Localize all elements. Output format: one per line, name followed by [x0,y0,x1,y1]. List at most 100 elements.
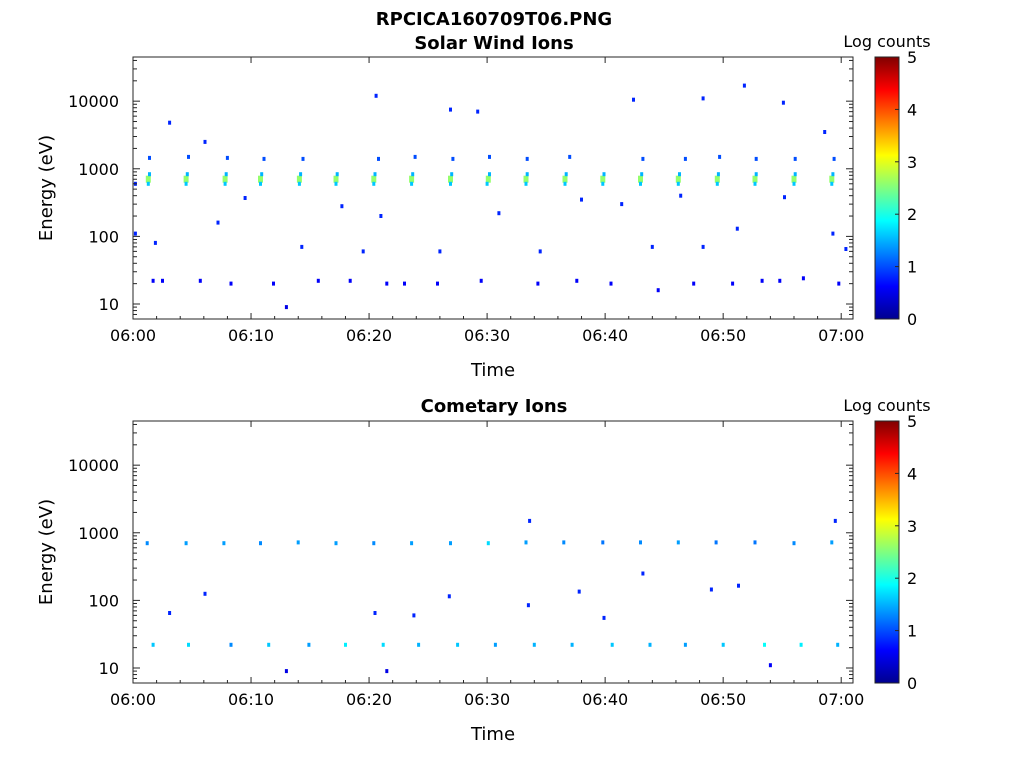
colorbar-tick-label: 3 [907,517,917,536]
heatmap-cell [837,281,841,286]
heatmap-cell [701,244,705,249]
heatmap-cell [638,175,643,183]
x-tick-label: 06:50 [700,326,746,345]
colorbar-tick-label: 3 [907,153,917,172]
heatmap-cell [456,642,460,647]
heatmap-cell [639,181,642,186]
heatmap-cell [334,181,338,186]
heatmap-cell [632,97,635,102]
heatmap-cell [409,175,415,183]
heatmap-cell [793,172,797,177]
heatmap-cell [381,642,385,647]
x-tick-label: 07:00 [818,690,864,709]
heatmap-cell [300,244,304,249]
heatmap-cell [562,175,568,183]
y-tick-label: 100 [88,591,119,610]
heatmap-cell [203,139,207,144]
heatmap-cell [259,541,262,546]
heatmap-cell [600,175,606,183]
heatmap-cell [187,154,190,159]
panel2-title: Cometary Ions [421,396,568,417]
heatmap-cell [262,156,266,161]
heatmap-cell [562,540,566,545]
heatmap-cell [151,278,155,283]
heatmap-cell [168,120,172,125]
heatmap-cell [316,278,320,283]
heatmap-cell [568,154,572,159]
heatmap-cell [296,540,300,545]
x-tick-label: 06:00 [110,690,156,709]
panel1-axes-box [132,56,854,320]
heatmap-cell [639,540,642,545]
panel1-title: Solar Wind Ions [414,33,573,54]
heatmap-cell [760,278,764,283]
heatmap-cell [297,181,301,186]
heatmap-cell [721,642,725,647]
panel1-colorbar-label: Log counts [843,32,930,51]
heatmap-cell [438,249,442,254]
heatmap-cell [145,175,151,183]
heatmap-cell [259,181,262,186]
heatmap-cell [524,540,528,545]
heatmap-cell [450,172,454,177]
heatmap-cell [413,154,417,159]
heatmap-cell [301,156,305,161]
heatmap-cell [379,214,383,218]
heatmap-cell [410,181,414,186]
colorbar-tick-label: 0 [907,674,917,693]
heatmap-cell [538,249,542,254]
heatmap-cell [575,278,579,283]
heatmap-cell [640,172,644,177]
x-tick-label: 06:50 [700,690,746,709]
heatmap-cell [580,197,583,202]
heatmap-cell [133,231,137,236]
panel2-colorbar-label: Log counts [843,396,930,415]
heatmap-cell [620,202,624,207]
heatmap-cell [485,175,491,183]
heatmap-cell [683,642,687,647]
heatmap-cell [449,181,452,186]
heatmap-cell [222,541,226,546]
heatmap-cell [361,249,365,254]
heatmap-cell [146,181,150,186]
heatmap-cell [385,669,389,674]
heatmap-cell [377,156,380,161]
heatmap-cell [754,156,758,161]
heatmap-cell [602,172,606,177]
x-tick-label: 06:20 [346,326,392,345]
heatmap-cell [224,172,228,177]
heatmap-cell [791,175,797,183]
heatmap-cell [763,642,766,647]
heatmap-cell [372,181,376,186]
heatmap-cell [714,540,718,545]
heatmap-cell [168,611,172,615]
y-tick-label: 10 [99,659,119,678]
heatmap-cell [709,587,713,592]
x-tick-label: 07:00 [818,326,864,345]
heatmap-cell [184,181,188,186]
colorbar-tick-label: 2 [907,205,917,224]
heatmap-cell [497,211,501,216]
heatmap-cell [753,181,757,186]
heatmap-cell [373,172,377,177]
y-tick-label: 1000 [78,524,119,543]
heatmap-cell [411,172,415,177]
heatmap-cell [823,130,827,134]
heatmap-cell [260,172,264,177]
heatmap-cell [488,172,491,177]
heatmap-cell [258,175,263,183]
heatmap-cell [528,518,532,523]
heatmap-cell [641,571,645,576]
heatmap-cell [449,107,452,112]
heatmap-cell [184,541,188,546]
heatmap-cell [676,540,680,545]
heatmap-cell [493,642,497,647]
heatmap-cell [829,175,835,183]
heatmap-cell [340,204,344,209]
heatmap-cell [656,288,660,293]
heatmap-cell [832,156,836,161]
x-tick-label: 06:00 [110,326,156,345]
heatmap-cell [716,172,720,177]
x-tick-label: 06:20 [346,690,392,709]
heatmap-cell [373,611,377,615]
